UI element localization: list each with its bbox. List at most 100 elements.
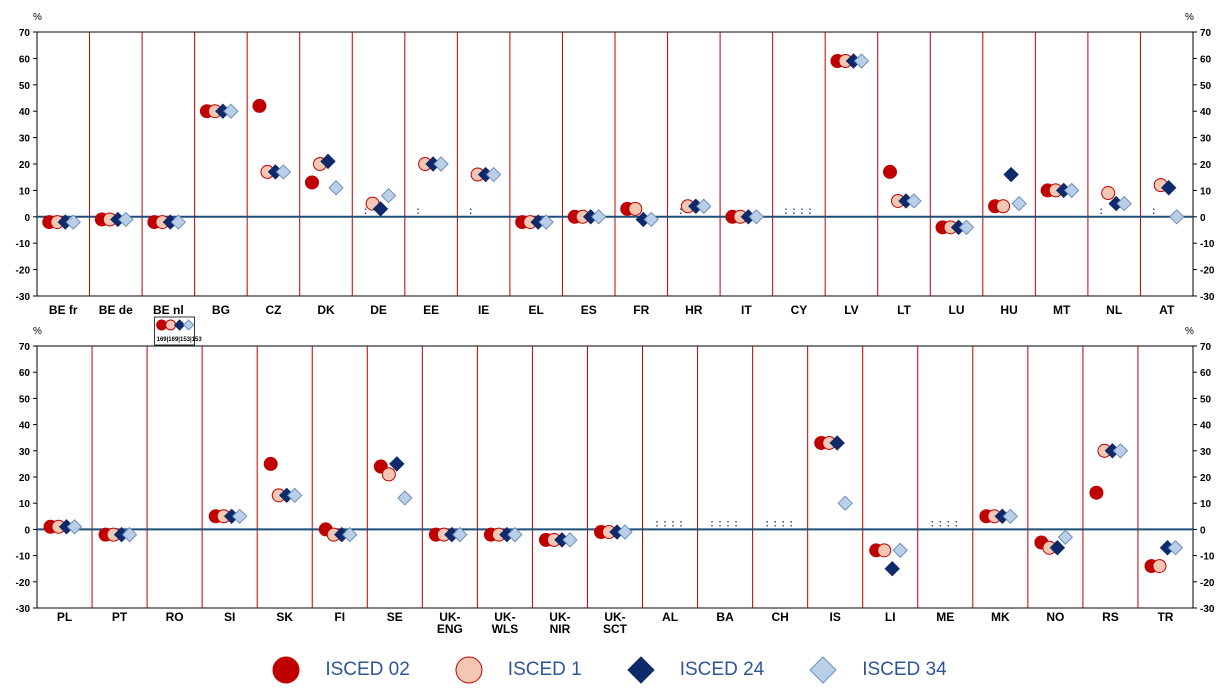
y-tick-label-right: 60 — [1200, 54, 1212, 65]
data-point-isced-34 — [1167, 540, 1184, 556]
category-label: UK- — [604, 610, 625, 624]
legend-item-isced-1: ISCED 1 — [454, 655, 582, 685]
not-available-mark: : — [765, 518, 768, 529]
category-label: BG — [212, 303, 230, 317]
legend-marker-isced-02 — [272, 656, 300, 684]
y-tick-label-left: 20 — [19, 160, 31, 171]
legend-item-isced-24: ISCED 24 — [626, 655, 764, 685]
data-point-isced-34 — [342, 526, 358, 543]
data-point-isced-34 — [853, 53, 870, 69]
category-label: SE — [387, 610, 403, 624]
y-tick-label-right: 10 — [1200, 186, 1212, 197]
not-available-mark: : — [679, 518, 682, 529]
data-point-isced-1 — [628, 201, 643, 216]
not-available-mark: : — [1100, 206, 1103, 217]
data-point-isced-34 — [591, 209, 607, 225]
category-label: IT — [741, 303, 752, 317]
category-label: RO — [166, 610, 184, 624]
legend-marker-isced-24 — [627, 656, 655, 684]
not-available-mark: : — [718, 518, 721, 529]
not-available-mark: : — [734, 518, 737, 529]
y-tick-label-left: -10 — [16, 552, 31, 563]
not-available-mark: : — [789, 518, 792, 529]
category-label: HU — [1000, 303, 1017, 317]
category-label: RS — [1102, 610, 1119, 624]
not-available-mark: : — [773, 518, 776, 529]
legend-label: ISCED 34 — [862, 659, 947, 680]
y-tick-label-left: 50 — [19, 81, 31, 92]
category-label: UK- — [439, 610, 460, 624]
data-point-isced-34 — [1169, 209, 1185, 225]
category-label: MK — [991, 610, 1010, 624]
category-label: SI — [224, 610, 235, 624]
not-available-mark: : — [726, 518, 729, 529]
category-label: DE — [370, 303, 387, 317]
category-label: BE nl — [153, 303, 184, 317]
category-label: ES — [581, 303, 597, 317]
chart-area: 70 70 60 60 50 50 40 40 30 30 20 20 10 10 0 0 -10 -10 -20 -… — [16, 12, 1215, 636]
category-label: LU — [949, 303, 965, 317]
y-tick-label-right: 40 — [1200, 421, 1212, 432]
y-tick-label-left: 10 — [19, 499, 31, 510]
data-point-isced-02 — [1089, 485, 1104, 500]
data-point-isced-34 — [696, 198, 712, 214]
not-available-mark: : — [663, 518, 666, 529]
legend-item-isced-02: ISCED 02 — [271, 655, 410, 685]
data-point-isced-24 — [173, 319, 186, 331]
category-label: IS — [830, 610, 841, 624]
not-available-mark: : — [939, 518, 942, 529]
category-label: HR — [685, 303, 703, 317]
data-point-isced-34 — [380, 187, 397, 204]
y-tick-label-left: 30 — [19, 134, 31, 145]
y-unit-label-right: % — [1185, 12, 1194, 23]
category-label: BE de — [99, 303, 133, 317]
legend-marker-isced-34 — [809, 656, 837, 684]
plot-frame — [36, 345, 1194, 609]
y-tick-label-left: -20 — [16, 578, 31, 589]
data-point-isced-34 — [1116, 195, 1132, 212]
not-available-mark: : — [792, 206, 795, 217]
category-label: NL — [1106, 303, 1122, 317]
category-label: UK- — [549, 610, 570, 624]
data-point-isced-34 — [452, 526, 468, 543]
data-point-isced-1 — [877, 543, 892, 558]
data-point-isced-34 — [328, 180, 344, 196]
y-tick-label-right: 0 — [1200, 213, 1206, 224]
data-point-isced-34 — [958, 219, 975, 236]
y-tick-label-left: 0 — [24, 213, 30, 224]
category-label: SCT — [603, 622, 628, 636]
data-point-isced-24 — [1161, 180, 1177, 196]
category-label: DK — [317, 303, 335, 317]
data-point-isced-24 — [389, 456, 405, 472]
data-point-isced-34 — [837, 495, 853, 511]
data-point-isced-34 — [433, 156, 449, 172]
y-tick-label-right: 30 — [1200, 134, 1212, 145]
y-tick-label-right: 20 — [1200, 160, 1212, 171]
y-tick-label-left: 20 — [19, 473, 31, 484]
data-point-isced-24 — [1003, 166, 1019, 183]
data-point-isced-24 — [884, 560, 900, 577]
not-available-mark: : — [1152, 206, 1155, 217]
category-label: ME — [936, 610, 954, 624]
category-label: PL — [57, 610, 72, 624]
data-point-isced-34 — [485, 166, 502, 183]
not-available-mark: : — [931, 518, 934, 529]
y-tick-label-left: 70 — [19, 342, 31, 353]
y-tick-label-right: 40 — [1200, 107, 1212, 118]
category-label: AL — [662, 610, 678, 624]
legend-label: ISCED 1 — [507, 659, 582, 680]
data-point-isced-34 — [1002, 508, 1019, 525]
data-point-isced-34 — [1011, 195, 1027, 212]
data-point-isced-24 — [372, 201, 389, 217]
y-tick-label-right: 10 — [1200, 499, 1212, 510]
y-tick-label-left: -30 — [16, 292, 31, 303]
category-label: BA — [716, 610, 734, 624]
category-label: IE — [478, 303, 489, 317]
data-point-isced-34 — [65, 214, 81, 230]
y-tick-label-left: -10 — [16, 239, 31, 250]
data-point-isced-02 — [263, 456, 278, 471]
y-tick-label-left: -20 — [16, 266, 31, 277]
category-label: LI — [885, 610, 896, 624]
category-label: WLS — [492, 622, 519, 636]
data-point-isced-1 — [996, 199, 1011, 214]
